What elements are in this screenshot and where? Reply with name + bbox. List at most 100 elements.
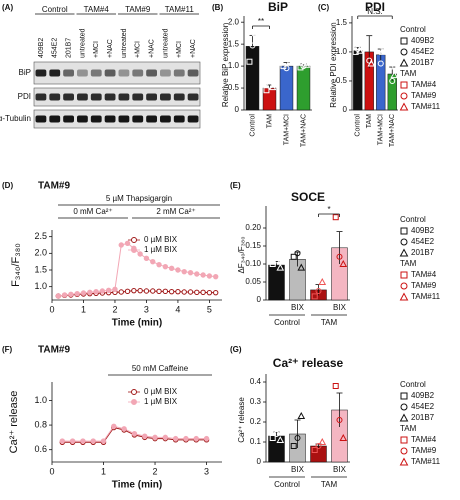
data-point <box>213 273 219 280</box>
x-tick-label: Control <box>355 114 362 137</box>
data-point <box>332 383 339 389</box>
panel-label: (B) <box>212 3 223 12</box>
group-label: Control <box>274 480 300 489</box>
data-point <box>124 240 131 247</box>
data-point <box>150 258 156 265</box>
x-tick-label: BIX <box>291 303 305 312</box>
blot-band <box>104 115 116 123</box>
data-point <box>339 433 348 441</box>
blot-band <box>90 115 102 123</box>
group-label: Control <box>42 5 68 14</box>
y-tick-label: 0.1 <box>250 437 262 446</box>
data-point <box>194 271 200 277</box>
x-tick-label: 5 <box>207 304 212 314</box>
blot-band <box>90 69 102 77</box>
x-tick-label: TAM+NAC <box>300 114 307 147</box>
panel-label: (D) <box>2 181 13 190</box>
blot-band <box>35 69 47 77</box>
blot-membrane <box>33 87 201 107</box>
bar <box>262 87 277 111</box>
data-point <box>99 288 106 294</box>
legend-marker <box>400 403 408 411</box>
data-point <box>203 435 210 442</box>
data-point <box>137 251 143 257</box>
bar <box>353 50 363 111</box>
data-point <box>175 267 181 273</box>
legend-label: 454E2 <box>411 47 435 56</box>
data-point <box>249 42 256 49</box>
legend-marker <box>400 271 408 279</box>
y-tick-label: 1.0 <box>34 395 47 405</box>
data-point <box>111 423 117 430</box>
legend-label: 454E2 <box>411 237 435 246</box>
data-point <box>294 250 301 257</box>
y-tick-label: 1.5 <box>228 39 240 48</box>
x-tick-label: TAM+NAC <box>389 114 396 147</box>
data-point <box>87 289 93 296</box>
legend-marker <box>400 282 408 290</box>
y-axis-label: Relative BiP expression <box>221 23 230 107</box>
x-tick-label: 0 <box>49 304 54 314</box>
data-point <box>152 434 158 441</box>
x-tick-label: 2 <box>112 304 117 314</box>
data-point <box>187 289 194 295</box>
data-point <box>93 288 99 295</box>
x-tick-label: 0 <box>49 466 54 476</box>
panel-title: PDI <box>365 0 385 14</box>
legend-marker <box>399 102 409 111</box>
x-tick-label: TAM+MCI <box>378 114 385 145</box>
data-point <box>162 434 169 441</box>
y-tick-label: 0.20 <box>245 223 261 232</box>
x-tick-label: TAM <box>266 114 273 128</box>
y-tick-label: 0.5 <box>228 83 240 92</box>
y-tick-label: 1.0 <box>34 281 47 291</box>
lane-label: +MCI <box>176 41 183 58</box>
legend-marker <box>131 247 137 253</box>
annotation: 0 mM Ca²⁺ <box>73 207 112 216</box>
group-label: TAM <box>321 318 338 327</box>
blot-band <box>118 115 130 123</box>
data-point <box>377 60 384 67</box>
legend-label: 0 µM BIX <box>144 235 178 244</box>
blot-band <box>49 69 61 77</box>
data-point <box>276 435 285 443</box>
y-axis-label: F₃₄₀/F₃₈₀ <box>10 243 22 287</box>
blot-membrane <box>33 61 201 85</box>
y-axis-label: Ca²⁺ release <box>237 397 246 443</box>
data-point <box>193 435 199 442</box>
panel-label: (G) <box>230 345 242 354</box>
blot-band <box>77 69 88 77</box>
x-tick-label: BIX <box>291 465 305 474</box>
legend-marker <box>399 413 409 422</box>
y-axis-label: Ca²⁺ release <box>8 391 20 454</box>
y-tick-label: 0 <box>257 457 262 466</box>
lane-label: 454E2 <box>52 38 59 58</box>
data-point <box>61 292 68 298</box>
panel-title: BiP <box>268 0 288 14</box>
panel-label: (F) <box>2 345 13 354</box>
data-point <box>118 242 124 248</box>
x-tick-label: 4 <box>175 304 180 314</box>
blot-band <box>63 115 74 123</box>
legend-label: 409B2 <box>411 36 435 45</box>
panel-title: SOCE <box>291 190 325 204</box>
blot-band <box>118 93 130 101</box>
blot-band <box>132 93 144 101</box>
bar <box>279 65 294 111</box>
legend-title: Control <box>400 380 426 389</box>
series-line <box>58 242 216 297</box>
y-tick-label: 0.5 <box>336 76 348 85</box>
y-tick-label: 1.5 <box>34 264 47 274</box>
blot-band <box>63 93 74 101</box>
legend-label: TAM#9 <box>411 91 437 100</box>
blot-band <box>63 69 74 77</box>
data-point <box>156 288 162 295</box>
data-point <box>121 426 127 432</box>
group-label: TAM#4 <box>84 5 110 14</box>
data-point <box>263 87 270 94</box>
y-axis-label: Relative PDI expression <box>329 22 338 107</box>
y-tick-label: 0.4 <box>250 377 262 386</box>
legend-marker <box>131 389 137 395</box>
data-point <box>302 60 311 68</box>
